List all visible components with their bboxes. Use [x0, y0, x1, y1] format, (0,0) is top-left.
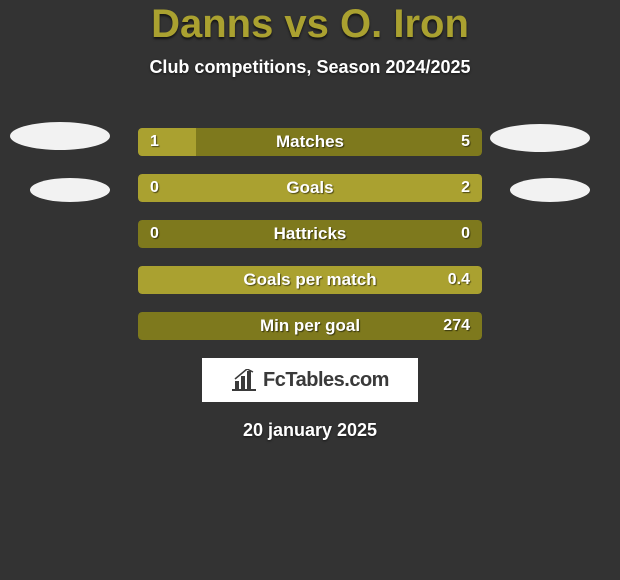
bar-row-goals-per-match: Goals per match 0.4 [138, 266, 482, 294]
avatar-left-bottom [30, 178, 110, 202]
bar-right-value: 274 [443, 317, 470, 335]
logo-text: FcTables.com [263, 369, 389, 392]
subtitle: Club competitions, Season 2024/2025 [0, 57, 620, 78]
bar-chart-icon [231, 369, 257, 391]
avatar-left-top [10, 122, 110, 150]
fctables-logo: FcTables.com [202, 358, 418, 402]
avatar-right-top [490, 124, 590, 152]
bar-row-min-per-goal: Min per goal 274 [138, 312, 482, 340]
bar-row-hattricks: 0 Hattricks 0 [138, 220, 482, 248]
bar-label: Goals per match [138, 270, 482, 290]
bar-right-value: 0 [461, 225, 470, 243]
bar-label: Matches [138, 132, 482, 152]
bar-label: Hattricks [138, 224, 482, 244]
date-text: 20 january 2025 [0, 420, 620, 441]
bar-label: Min per goal [138, 316, 482, 336]
bar-label: Goals [138, 178, 482, 198]
bar-right-value: 2 [461, 179, 470, 197]
bar-row-matches: 1 Matches 5 [138, 128, 482, 156]
bar-right-value: 5 [461, 133, 470, 151]
comparison-chart: 1 Matches 5 0 Goals 2 0 Hattricks 0 Goal… [0, 128, 620, 340]
bars-container: 1 Matches 5 0 Goals 2 0 Hattricks 0 Goal… [138, 128, 482, 340]
avatar-right-bottom [510, 178, 590, 202]
bar-right-value: 0.4 [448, 271, 470, 289]
bar-row-goals: 0 Goals 2 [138, 174, 482, 202]
page-title: Danns vs O. Iron [0, 0, 620, 47]
